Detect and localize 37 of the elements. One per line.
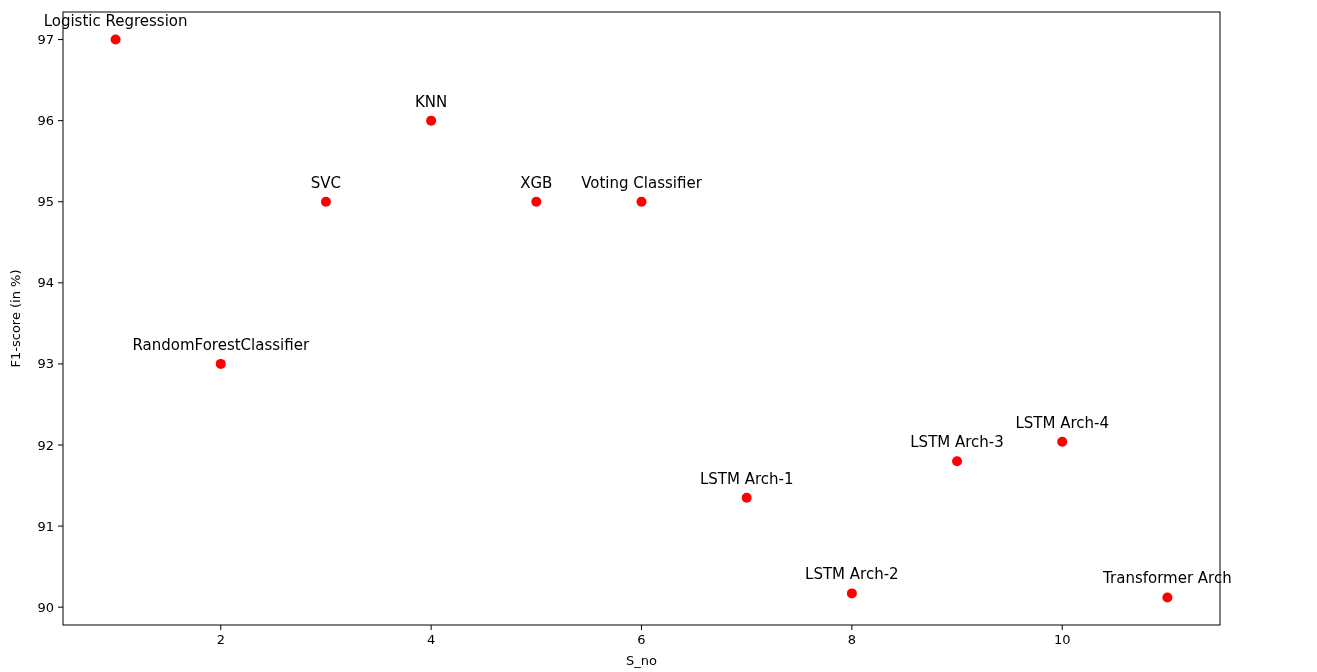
x-tick-label: 10 [1053,632,1071,647]
annotation: SVC [310,173,342,192]
point [1057,436,1068,447]
y-tick-label: 97 [37,32,54,48]
annotation: LSTM Arch-1 [699,469,794,488]
x-tick-label: 4 [427,632,436,647]
point [636,196,647,207]
annotation: Logistic Regression [43,11,188,30]
y-tick-label: 96 [37,113,54,129]
point [320,196,331,207]
annotation: LSTM Arch-3 [910,433,1004,452]
y-tick-label: 90 [37,599,54,615]
annotation: Transformer Arch [1102,569,1232,588]
annotation: XGB [520,173,553,192]
annotation: KNN [415,92,448,111]
y-tick-label: 92 [37,437,54,453]
point [846,588,857,599]
y-tick-label: 94 [37,275,54,291]
annotation: LSTM Arch-4 [1015,413,1110,432]
y-tick-label: 93 [37,356,54,372]
y-axis-title: F1-score (in %) [8,269,23,368]
annotation: RandomForestClassifier [132,335,310,354]
x-axis-title: S_no [626,653,658,668]
x-tick-label: 6 [637,632,646,647]
y-tick-label: 91 [37,518,54,534]
point [110,34,121,45]
annotation: LSTM Arch-2 [805,565,899,584]
point [215,358,226,369]
x-tick-label: 8 [847,632,856,647]
point [1162,592,1173,603]
x-tick-label: 2 [216,632,225,647]
y-tick-label: 95 [37,194,54,210]
point [741,492,752,503]
point [952,456,963,467]
point [426,115,437,126]
point [531,196,542,207]
annotation: Voting Classifier [581,173,703,192]
